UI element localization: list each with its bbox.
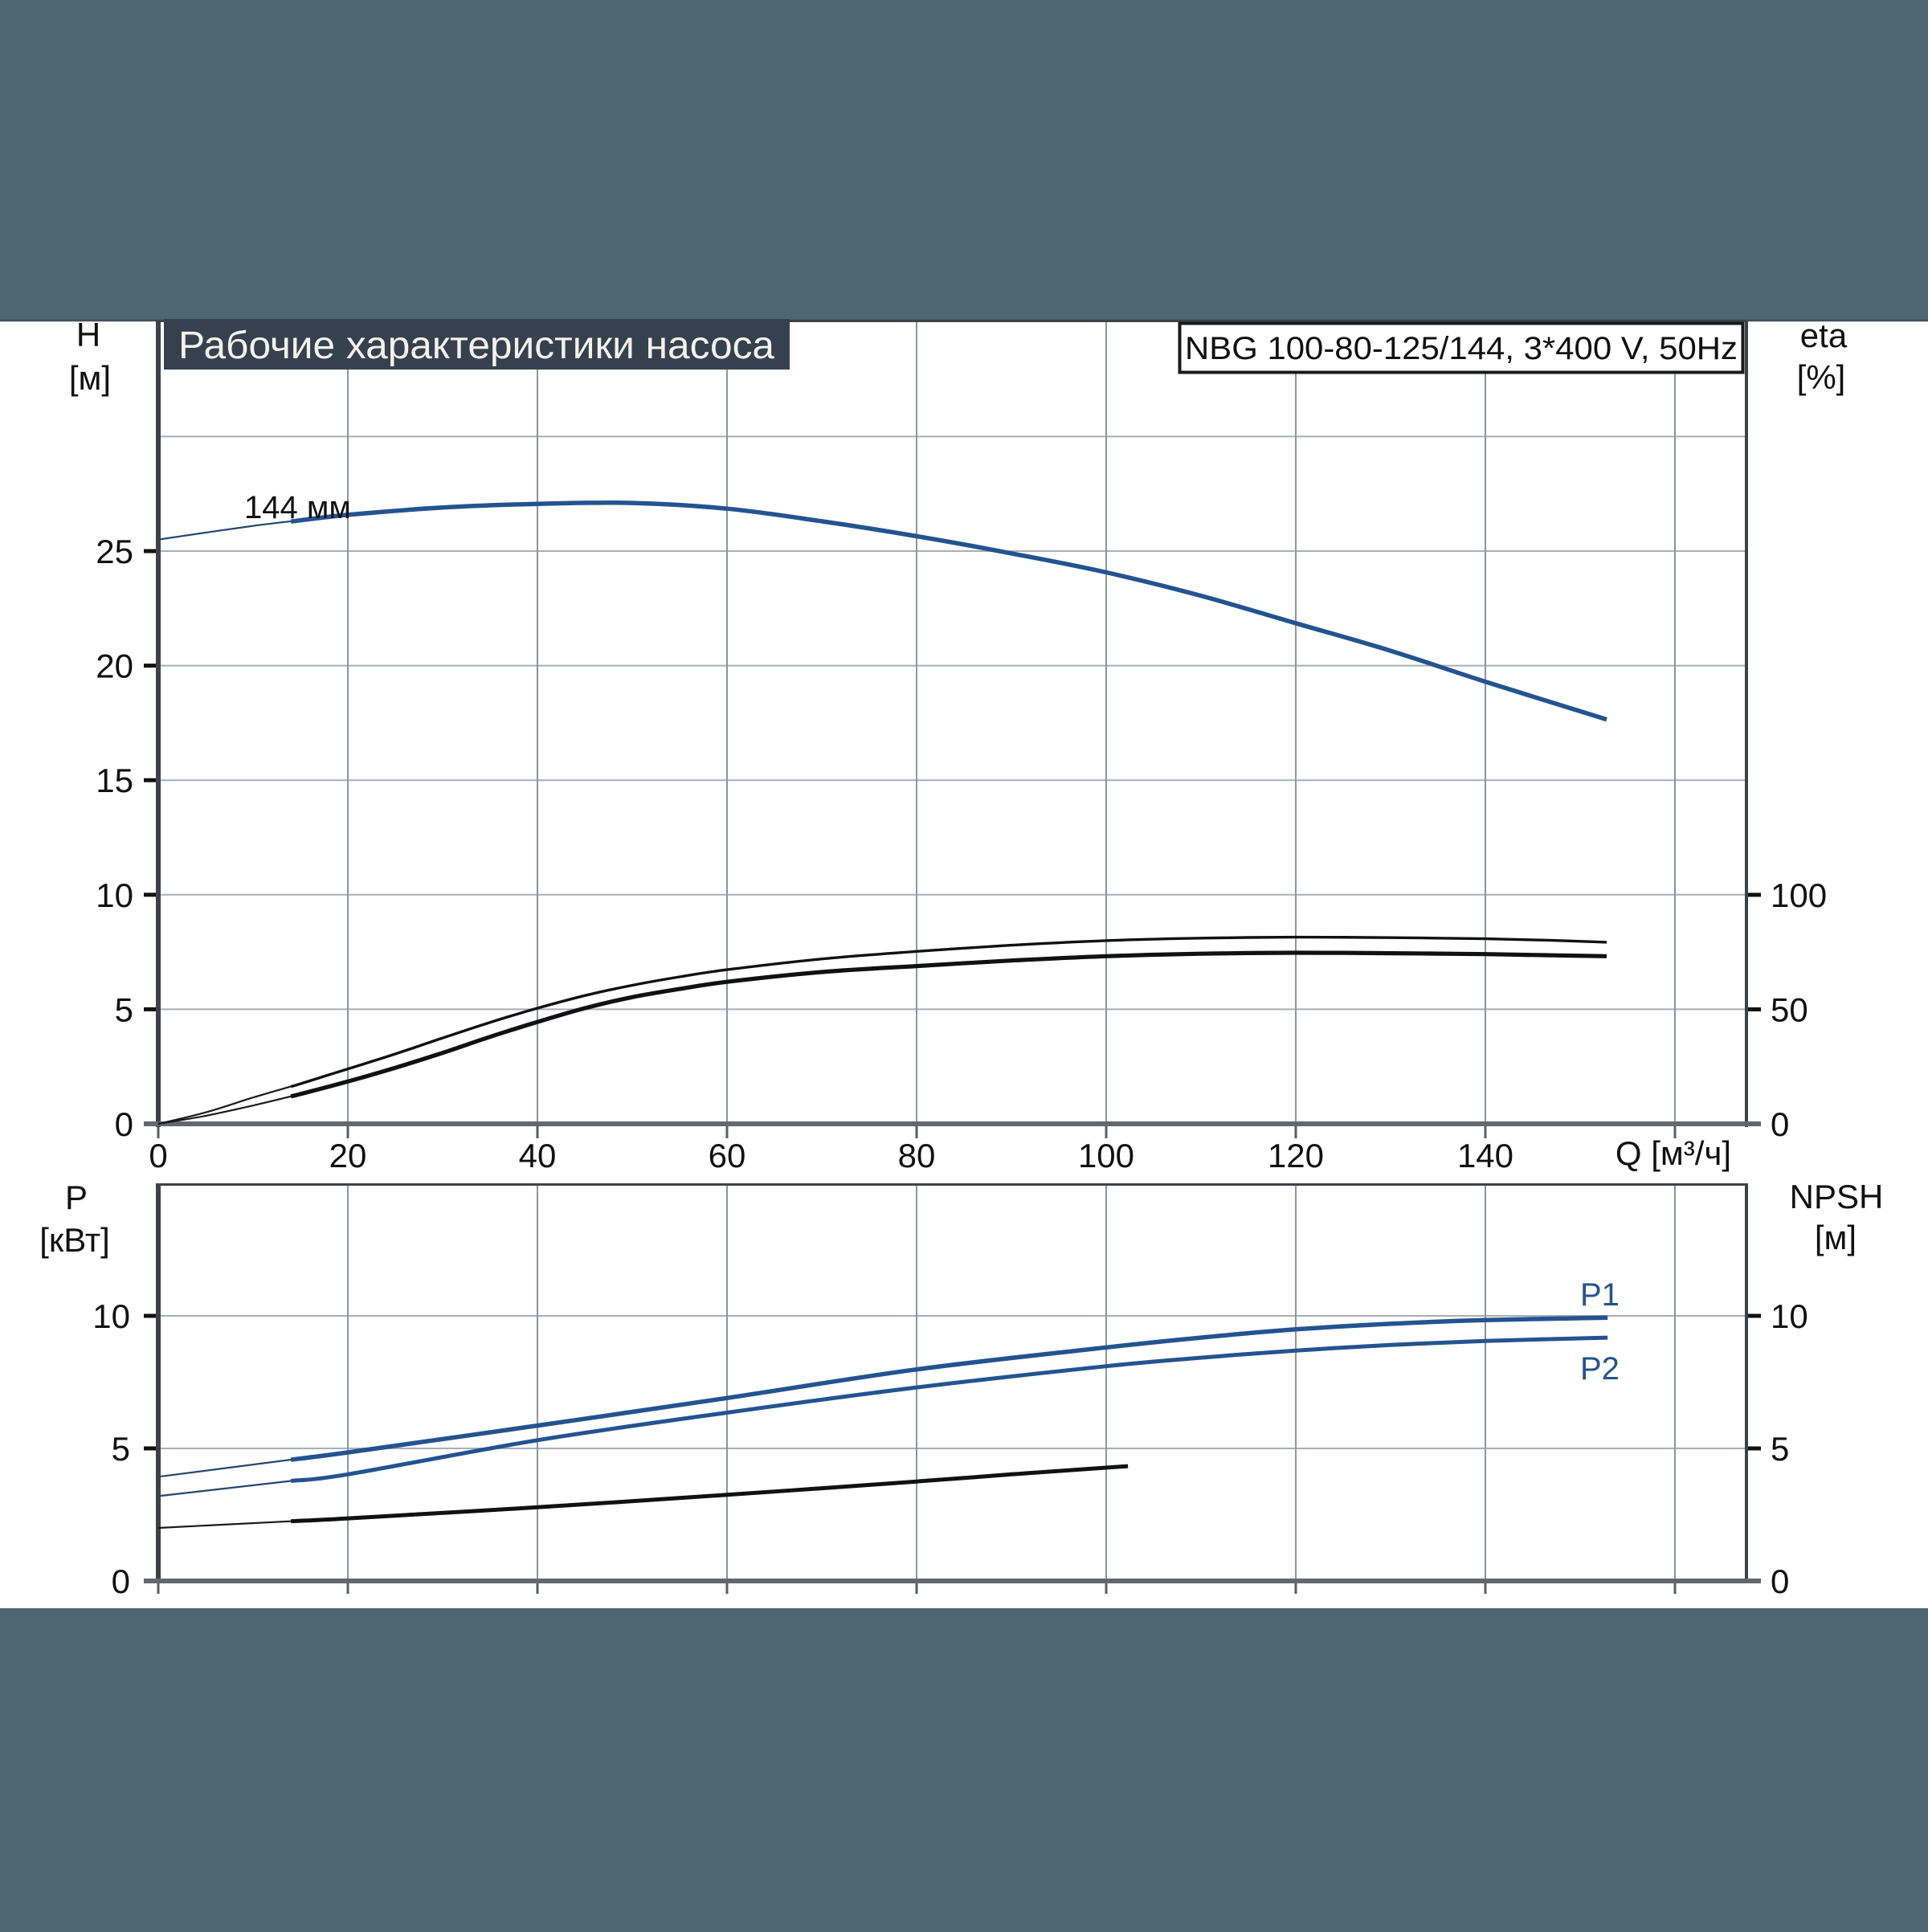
svg-text:P: P — [65, 1178, 88, 1216]
svg-text:[%]: [%] — [1797, 358, 1846, 396]
svg-text:20: 20 — [96, 647, 133, 685]
svg-text:20: 20 — [329, 1137, 367, 1174]
svg-text:0: 0 — [1771, 1562, 1789, 1600]
svg-text:P1: P1 — [1580, 1277, 1620, 1313]
svg-text:NPSH: NPSH — [1790, 1178, 1884, 1215]
svg-text:40: 40 — [519, 1137, 557, 1174]
svg-text:Рабочие характеристики насоса: Рабочие характеристики насоса — [178, 325, 774, 367]
svg-text:0: 0 — [149, 1137, 167, 1174]
svg-text:50: 50 — [1771, 991, 1808, 1028]
svg-text:0: 0 — [115, 1105, 133, 1143]
svg-text:15: 15 — [96, 762, 133, 799]
svg-text:[м]: [м] — [69, 359, 111, 397]
svg-text:NBG 100-80-125/144, 3*400 V, 5: NBG 100-80-125/144, 3*400 V, 50Hz — [1185, 331, 1738, 366]
svg-text:80: 80 — [898, 1137, 936, 1174]
svg-text:5: 5 — [1771, 1430, 1789, 1468]
svg-text:60: 60 — [709, 1137, 746, 1174]
svg-text:10: 10 — [92, 1297, 130, 1335]
svg-text:144 мм: 144 мм — [244, 490, 351, 525]
svg-text:100: 100 — [1078, 1137, 1134, 1174]
svg-text:H: H — [76, 316, 100, 353]
svg-text:10: 10 — [1771, 1297, 1808, 1335]
svg-text:0: 0 — [112, 1562, 130, 1600]
svg-text:25: 25 — [96, 533, 133, 570]
svg-text:100: 100 — [1771, 876, 1827, 914]
svg-text:120: 120 — [1268, 1137, 1324, 1174]
svg-text:Q [м³/ч]: Q [м³/ч] — [1616, 1134, 1731, 1172]
svg-text:eta: eta — [1800, 317, 1848, 354]
svg-text:[кВт]: [кВт] — [39, 1221, 110, 1259]
svg-text:0: 0 — [1771, 1105, 1789, 1143]
svg-text:P2: P2 — [1580, 1351, 1620, 1387]
svg-text:140: 140 — [1457, 1137, 1513, 1174]
svg-text:5: 5 — [112, 1430, 130, 1468]
svg-text:10: 10 — [96, 876, 133, 914]
svg-text:5: 5 — [115, 991, 133, 1028]
svg-text:[м]: [м] — [1815, 1219, 1857, 1256]
